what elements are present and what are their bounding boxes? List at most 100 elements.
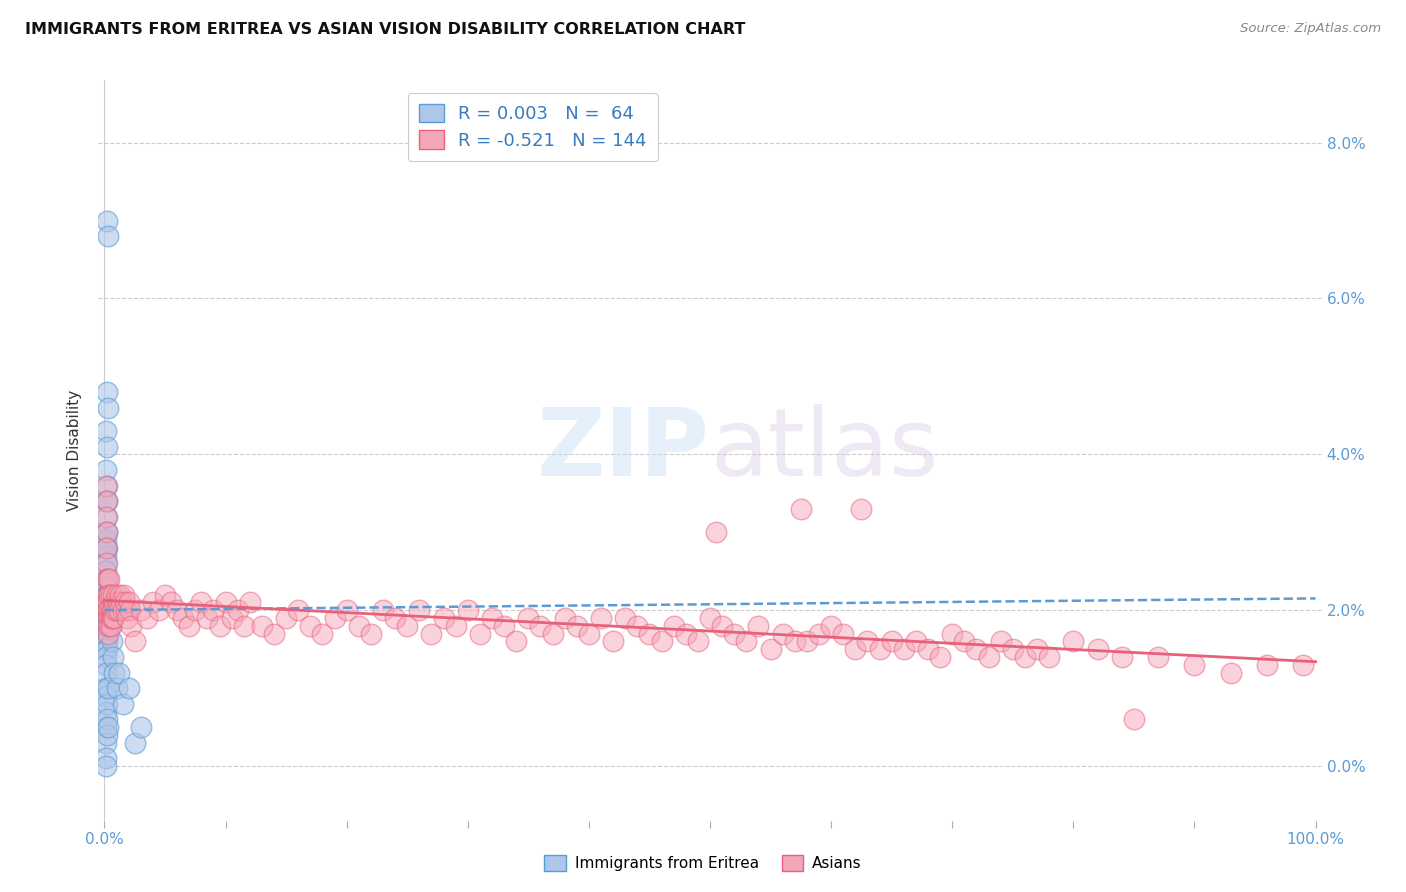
- Point: [98, 619, 121, 633]
- Point: [880, 634, 903, 648]
- Point: [626, 619, 648, 633]
- Point: [98, 588, 121, 602]
- Point: [96, 440, 118, 454]
- Point: [148, 603, 170, 617]
- Point: [759, 642, 782, 657]
- Point: [1038, 650, 1060, 665]
- Point: [100, 619, 122, 633]
- Point: [166, 603, 188, 617]
- Point: [97, 603, 120, 617]
- Point: [94, 642, 117, 657]
- Point: [108, 665, 131, 680]
- Point: [124, 634, 146, 648]
- Point: [554, 611, 576, 625]
- Point: [517, 611, 540, 625]
- Point: [124, 736, 146, 750]
- Point: [929, 650, 952, 665]
- Point: [96, 588, 118, 602]
- Point: [114, 595, 136, 609]
- Point: [966, 642, 988, 657]
- Point: [94, 759, 117, 773]
- Point: [94, 509, 117, 524]
- Point: [226, 603, 249, 617]
- Point: [94, 424, 117, 438]
- Point: [101, 611, 124, 625]
- Point: [396, 619, 419, 633]
- Point: [96, 384, 118, 399]
- Point: [105, 603, 128, 617]
- Point: [98, 572, 121, 586]
- Point: [311, 626, 333, 640]
- Point: [208, 619, 231, 633]
- Point: [97, 603, 120, 617]
- Point: [98, 611, 121, 625]
- Point: [505, 634, 527, 648]
- Point: [115, 603, 138, 617]
- Point: [360, 626, 382, 640]
- Point: [94, 705, 117, 719]
- Point: [529, 619, 551, 633]
- Point: [723, 626, 745, 640]
- Point: [96, 634, 118, 648]
- Point: [96, 478, 118, 492]
- Point: [190, 595, 212, 609]
- Point: [103, 595, 125, 609]
- Point: [675, 626, 697, 640]
- Point: [117, 611, 139, 625]
- Y-axis label: Vision Disability: Vision Disability: [67, 390, 83, 511]
- Point: [384, 611, 406, 625]
- Point: [468, 626, 491, 640]
- Point: [953, 634, 976, 648]
- Point: [711, 619, 734, 633]
- Point: [856, 634, 879, 648]
- Point: [97, 572, 120, 586]
- Point: [94, 611, 117, 625]
- Point: [444, 619, 467, 633]
- Point: [1219, 665, 1241, 680]
- Point: [869, 642, 891, 657]
- Point: [990, 634, 1012, 648]
- Point: [129, 603, 152, 617]
- Point: [96, 603, 118, 617]
- Point: [250, 619, 273, 633]
- Point: [197, 611, 219, 625]
- Point: [1026, 642, 1049, 657]
- Point: [179, 619, 201, 633]
- Point: [101, 588, 124, 602]
- Point: [263, 626, 285, 640]
- Point: [110, 595, 132, 609]
- Point: [202, 603, 225, 617]
- Point: [96, 557, 118, 571]
- Point: [107, 595, 129, 609]
- Point: [221, 611, 243, 625]
- Point: [100, 588, 122, 602]
- Point: [1001, 642, 1024, 657]
- Point: [783, 634, 806, 648]
- Point: [97, 595, 120, 609]
- Point: [96, 712, 118, 726]
- Point: [94, 595, 117, 609]
- Point: [110, 588, 132, 602]
- Point: [1147, 650, 1170, 665]
- Point: [1122, 712, 1144, 726]
- Point: [172, 611, 194, 625]
- Point: [94, 681, 117, 695]
- Point: [96, 525, 118, 540]
- Point: [118, 595, 141, 609]
- Legend: R = 0.003   N =  64, R = -0.521   N = 144: R = 0.003 N = 64, R = -0.521 N = 144: [408, 93, 658, 161]
- Point: [94, 657, 117, 672]
- Point: [96, 509, 118, 524]
- Point: [232, 619, 254, 633]
- Point: [94, 478, 117, 492]
- Point: [101, 603, 124, 617]
- Point: [94, 533, 117, 547]
- Point: [1256, 657, 1278, 672]
- Point: [105, 681, 128, 695]
- Text: IMMIGRANTS FROM ERITREA VS ASIAN VISION DISABILITY CORRELATION CHART: IMMIGRANTS FROM ERITREA VS ASIAN VISION …: [25, 22, 745, 37]
- Point: [96, 595, 118, 609]
- Point: [96, 626, 118, 640]
- Point: [94, 541, 117, 555]
- Point: [481, 611, 503, 625]
- Point: [977, 650, 1000, 665]
- Point: [96, 611, 118, 625]
